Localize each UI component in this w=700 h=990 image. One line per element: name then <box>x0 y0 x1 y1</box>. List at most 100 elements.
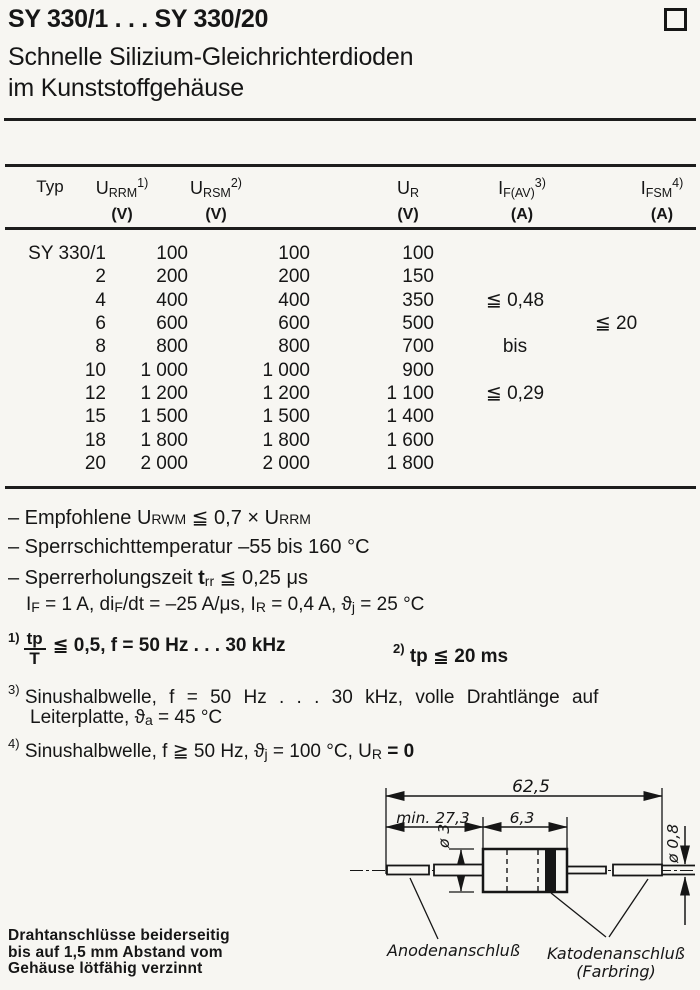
cell-ursm: 600 <box>278 313 310 334</box>
cell-ifsm <box>566 335 666 358</box>
cell-ur: 700 <box>402 336 434 357</box>
cell-urrm: 400 <box>156 290 188 311</box>
cell-typ: 4 <box>95 290 106 311</box>
cell-ursm: 1 000 <box>262 360 310 381</box>
cell-ifsm: ≦ 20 <box>594 313 638 334</box>
cell-ifav <box>450 452 580 475</box>
cell-urrm: 200 <box>156 266 188 287</box>
cell-urrm: 1 800 <box>140 430 188 451</box>
solder-note-line-2: bis auf 1,5 mm Abstand vom <box>8 943 223 961</box>
note-recovery-time: – Sperrerholungszeit trr ≦ 0,25 μs <box>8 567 308 589</box>
col-header-ifsm: IFSM4) (A) <box>640 176 684 223</box>
cell-typ: 20 <box>84 453 106 474</box>
cathode-band <box>545 850 556 891</box>
cell-ur: 1 800 <box>386 453 434 474</box>
table-row: 18 1 800 1 800 1 600 <box>0 429 700 452</box>
table-row: 4 400 400 350 ≦ 0,48 <box>0 289 700 312</box>
table-row: 2 200 200 150 <box>0 265 700 288</box>
cathode-label: Katodenanschluß <box>547 944 685 963</box>
cell-ursm: 1 800 <box>262 430 310 451</box>
page-subtitle: Schnelle Silizium-Gleichrichterdioden im… <box>8 42 413 104</box>
cell-ifsm <box>566 265 666 288</box>
cell-ifsm <box>566 405 666 428</box>
cell-ifav <box>450 429 580 452</box>
col-header-ifav: IF(AV)3) (A) <box>498 176 546 223</box>
cell-ifav <box>450 312 580 335</box>
cell-ursm: 1 500 <box>262 406 310 427</box>
cell-ursm: 100 <box>278 243 310 264</box>
solder-note-line-3: Gehäuse lötfähig verzinnt <box>8 960 203 977</box>
cell-ifav: ≦ 0,48 <box>485 290 545 311</box>
cell-ifsm <box>566 382 666 405</box>
table-row: 20 2 000 2 000 1 800 <box>0 452 700 475</box>
cell-ur: 1 600 <box>386 430 434 451</box>
note-urwm: – Empfohlene URWM ≦ 0,7 × URRM <box>8 507 311 529</box>
cell-urrm: 800 <box>156 336 188 357</box>
anode-label: Anodenanschluß <box>386 941 520 960</box>
note-recovery-conditions: IF = 1 A, diF/dt = –25 A/μs, IR = 0,4 A,… <box>26 594 425 615</box>
cell-typ: 15 <box>84 406 106 427</box>
page-title: SY 330/1 . . . SY 330/20 <box>8 5 269 33</box>
dim-body-length: 6,3 <box>510 809 535 827</box>
cell-ifav: bis <box>502 336 528 357</box>
cell-ur: 350 <box>402 290 434 311</box>
dim-body-diameter: ø 3 <box>435 824 453 849</box>
cell-typ: 2 <box>95 266 106 287</box>
cell-ur: 900 <box>402 360 434 381</box>
cell-ur: 100 <box>402 243 434 264</box>
cell-ur: 150 <box>402 266 434 287</box>
footnote-3-line2: Leiterplatte, ϑa = 45 °C <box>30 707 223 728</box>
cell-ifav <box>450 359 580 382</box>
cell-ifsm <box>566 429 666 452</box>
dimension-lines <box>385 790 691 925</box>
cell-urrm: 600 <box>156 313 188 334</box>
cell-typ: 18 <box>84 430 106 451</box>
table-row: 6 600 600 500 ≦ 20 <box>0 312 700 335</box>
cell-ifav: ≦ 0,29 <box>485 383 545 404</box>
cell-ursm: 800 <box>278 336 310 357</box>
col-header-typ: Typ <box>36 177 64 196</box>
table-row: SY 330/1 100 100 100 <box>0 242 700 265</box>
cell-ifsm <box>566 452 666 475</box>
cell-ur: 1 100 <box>386 383 434 404</box>
package-outline-drawing: 62,5 min. 27,3 6,3 ø 3 ø 0,8 Anodenansch… <box>350 777 695 981</box>
cell-ifsm <box>566 289 666 312</box>
footnote-1: 1) tp T ≦ 0,5, f = 50 Hz . . . 30 kHz <box>8 629 286 668</box>
cell-typ: 8 <box>95 336 106 357</box>
subtitle-line-1: Schnelle Silizium-Gleichrichterdioden <box>8 43 414 71</box>
note-junction-temp: – Sperrschichttemperatur –55 bis 160 °C <box>8 536 370 558</box>
table-row: 8 800 800 700 bis <box>0 335 700 358</box>
cell-urrm: 2 000 <box>140 453 188 474</box>
solder-note-line-1: Drahtanschlüsse beiderseitig <box>8 927 230 944</box>
table-row: 10 1 000 1 000 900 <box>0 359 700 382</box>
cell-ifsm <box>566 242 666 265</box>
table-top-rule <box>5 164 696 167</box>
cell-ursm: 200 <box>278 266 310 287</box>
cell-ifav <box>450 405 580 428</box>
cell-typ: 10 <box>84 360 106 381</box>
dim-lead-length: min. 27,3 <box>396 809 470 827</box>
dim-wire-diameter: ø 0,8 <box>664 824 682 864</box>
col-header-ur: UR (V) <box>396 178 420 223</box>
cathode-label-2: (Farbring) <box>576 962 656 981</box>
cell-typ: 6 <box>95 313 106 334</box>
dim-overall-length: 62,5 <box>512 777 550 797</box>
cell-ifav <box>450 242 580 265</box>
cell-ur: 500 <box>402 313 434 334</box>
table-row: 12 1 200 1 200 1 100 ≦ 0,29 <box>0 382 700 405</box>
cell-ifav <box>450 265 580 288</box>
cell-ursm: 1 200 <box>262 383 310 404</box>
cell-ursm: 400 <box>278 290 310 311</box>
cell-typ: 12 <box>84 383 106 404</box>
leader-lines <box>409 877 649 940</box>
cell-urrm: 1 200 <box>140 383 188 404</box>
subtitle-rule <box>4 118 696 121</box>
cell-typ: SY 330/1 <box>28 243 106 264</box>
subtitle-line-2: im Kunststoffgehäuse <box>8 74 244 102</box>
table-header-rule <box>5 227 696 230</box>
cell-ursm: 2 000 <box>262 453 310 474</box>
cell-ur: 1 400 <box>386 406 434 427</box>
cell-urrm: 1 500 <box>140 406 188 427</box>
footnote-3: 3) Sinushalbwelle, f = 50 Hz . . . 30 kH… <box>8 682 599 708</box>
cell-urrm: 1 000 <box>140 360 188 381</box>
